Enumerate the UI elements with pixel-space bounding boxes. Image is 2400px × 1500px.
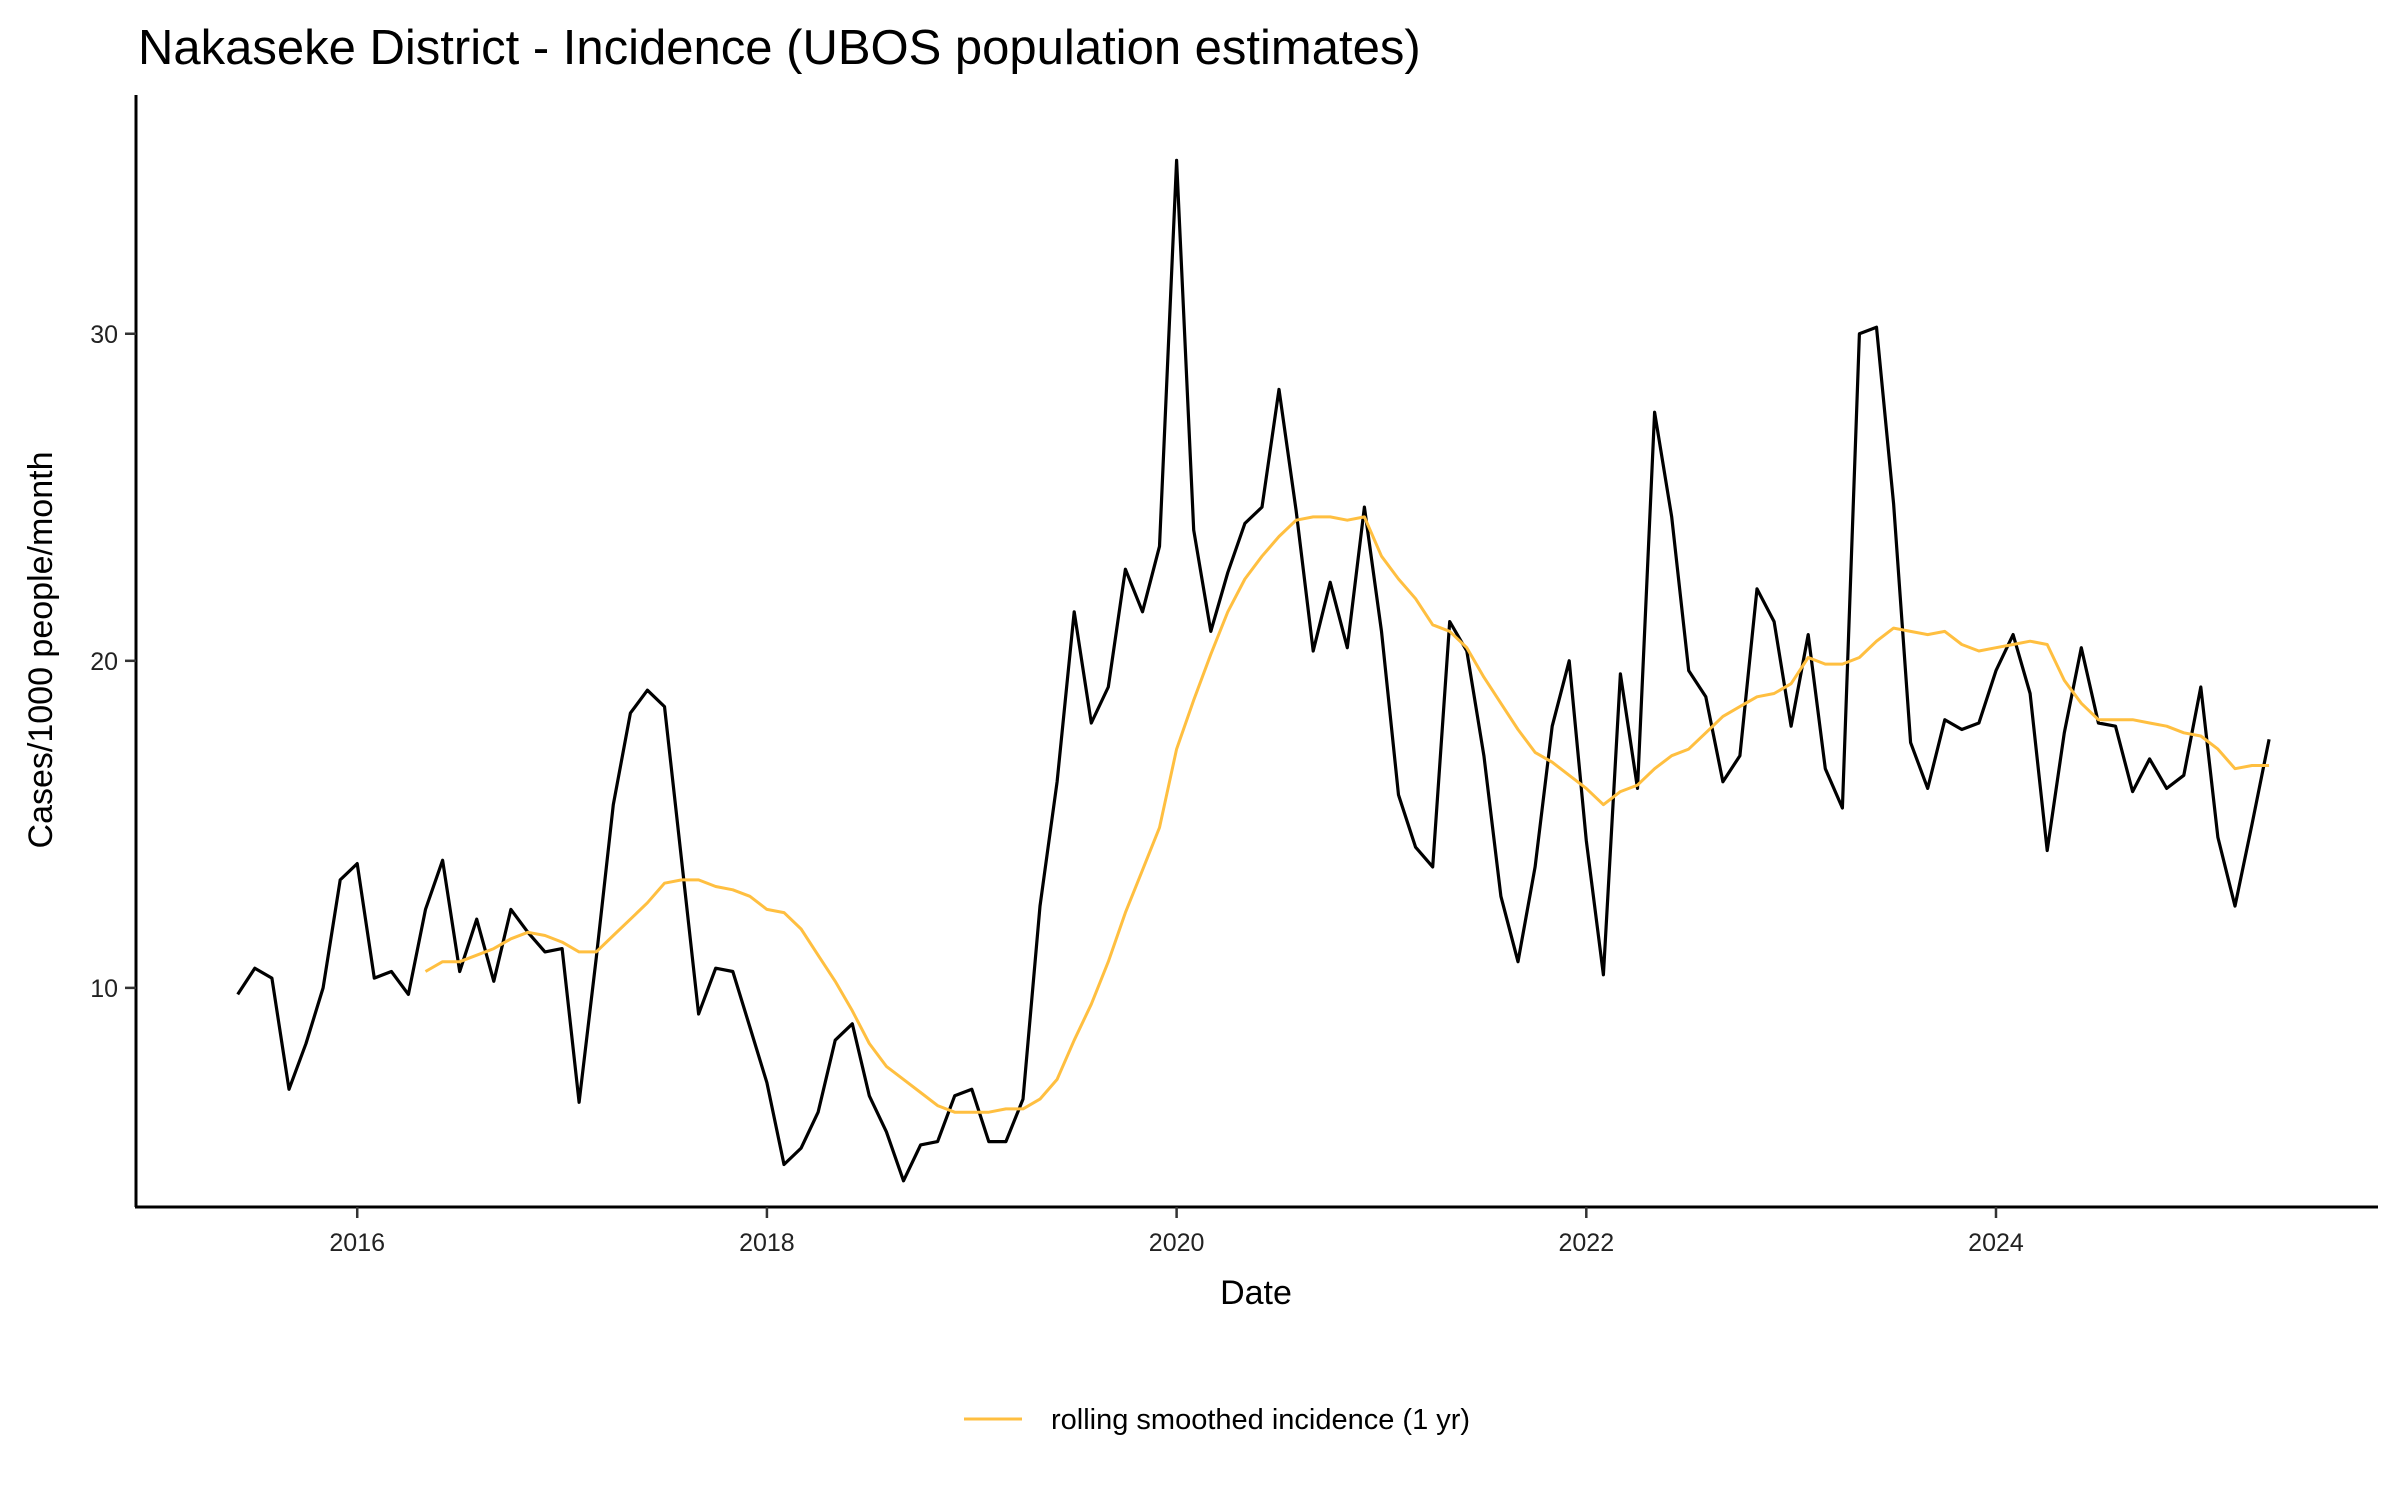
y-tick-label: 30 <box>90 321 118 349</box>
y-tick-label: 20 <box>90 648 118 676</box>
x-tick-label: 2024 <box>1968 1229 2024 1257</box>
x-tick-label: 2016 <box>329 1229 385 1257</box>
series-line-rolling <box>424 515 2270 1114</box>
x-ticks: 2016 2018 2020 2022 2024 <box>329 1207 2024 1257</box>
legend-label-rolling: rolling smoothed incidence (1 yr) <box>1051 1404 1470 1436</box>
x-tick-label: 2018 <box>739 1229 795 1257</box>
legend: rolling smoothed incidence (1 yr) <box>964 1404 1470 1436</box>
x-tick-label: 2020 <box>1149 1229 1205 1257</box>
y-tick-label: 10 <box>90 975 118 1003</box>
series-line-incidence <box>236 158 2271 1183</box>
y-axis-title: Cases/1000 people/month <box>22 452 60 849</box>
x-axis-title: Date <box>1220 1274 1292 1312</box>
chart-title: Nakaseke District - Incidence (UBOS popu… <box>138 21 1421 75</box>
plot-area: 2016 2018 2020 2022 2024 10 20 30 <box>90 95 2378 1257</box>
x-tick-label: 2022 <box>1558 1229 1614 1257</box>
y-ticks: 10 20 30 <box>90 321 136 1003</box>
